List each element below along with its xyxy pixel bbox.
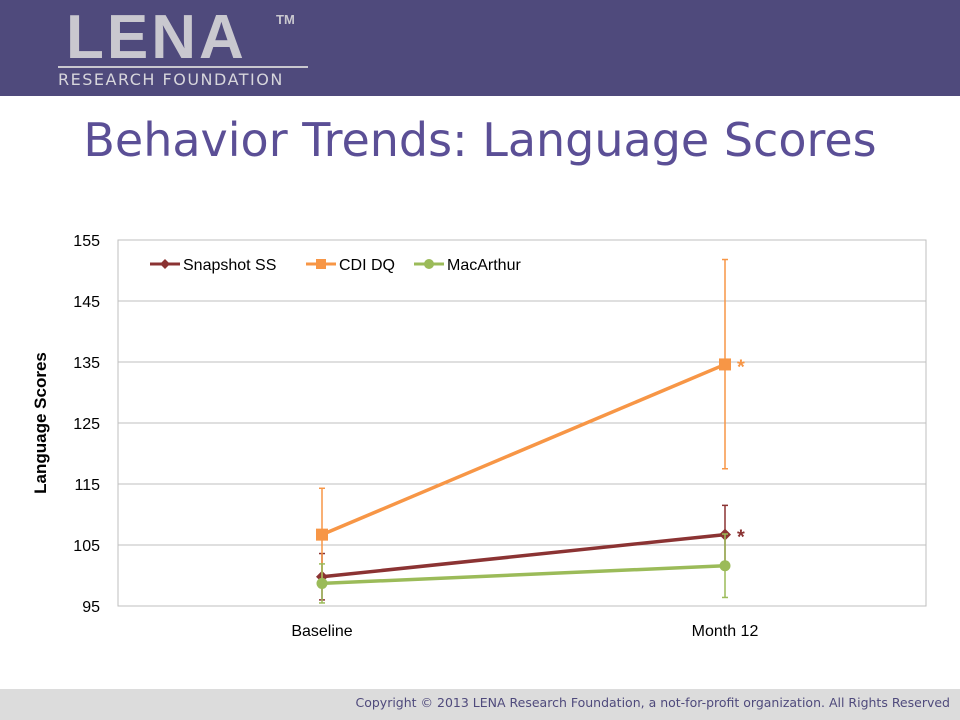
legend-label: Snapshot SS — [183, 257, 276, 274]
legend-marker — [424, 259, 434, 269]
data-point — [719, 560, 731, 572]
y-tick-label: 135 — [73, 355, 100, 372]
line-chart: 95 105 115 125 135 145 155 Baseline Month 12 Lang… — [31, 233, 927, 640]
legend-marker — [316, 259, 326, 269]
y-tick-label: 145 — [73, 294, 100, 311]
legend-marker — [160, 259, 170, 269]
y-tick-label: 105 — [73, 538, 100, 555]
significance-marker: * — [737, 527, 745, 549]
data-point — [316, 528, 328, 541]
logo-divider — [58, 66, 308, 68]
y-tick-label: 115 — [74, 477, 100, 494]
series-line — [321, 362, 726, 537]
y-tick-label: 95 — [82, 599, 100, 616]
x-tick-label: Baseline — [291, 623, 352, 640]
header-bar: LENA TM RESEARCH FOUNDATION — [0, 0, 960, 96]
y-tick-label: 155 — [73, 233, 100, 250]
plot-area — [117, 239, 927, 607]
series-line — [321, 532, 726, 579]
copyright-text: Copyright © 2013 LENA Research Foundatio… — [355, 695, 950, 710]
y-tick-label: 125 — [73, 416, 100, 433]
legend-label: MacArthur — [447, 257, 521, 274]
lena-logo: LENA — [66, 3, 247, 72]
slide-title: Behavior Trends: Language Scores — [83, 113, 877, 167]
data-point — [316, 577, 328, 589]
logo-subtitle: RESEARCH FOUNDATION — [58, 70, 284, 89]
significance-marker: * — [737, 356, 745, 378]
y-axis-label: Language Scores — [31, 352, 50, 494]
footer-bar: Copyright © 2013 LENA Research Foundatio… — [0, 689, 960, 720]
data-point — [719, 358, 731, 371]
logo-trademark: TM — [276, 12, 295, 27]
x-tick-label: Month 12 — [692, 623, 759, 640]
legend-label: CDI DQ — [339, 257, 395, 274]
series-line — [321, 563, 726, 586]
